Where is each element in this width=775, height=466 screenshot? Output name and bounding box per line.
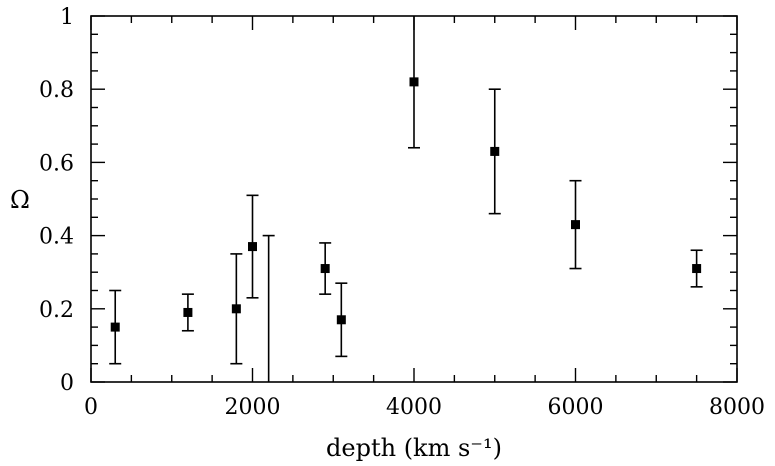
- x-tick-label: 8000: [709, 395, 765, 420]
- y-tick-label: 1: [60, 5, 74, 30]
- data-point: [183, 307, 193, 317]
- data-marks: [109, 16, 703, 382]
- y-tick-label: 0: [60, 371, 74, 396]
- data-point: [248, 242, 257, 252]
- y-tick-label: 0.6: [39, 151, 74, 176]
- data-point: [692, 264, 702, 274]
- plot-frame: [90, 15, 738, 383]
- data-point: [336, 315, 346, 325]
- x-tick-label: 4000: [386, 395, 442, 420]
- data-point: [110, 322, 120, 332]
- data-point: [231, 304, 241, 314]
- data-point: [320, 264, 330, 274]
- x-tick-label: 2000: [225, 395, 281, 420]
- y-tick-label: 0.4: [39, 225, 74, 250]
- y-axis-title: Ω: [10, 186, 30, 214]
- x-tick-label: 6000: [548, 395, 604, 420]
- y-tick-label: 0.8: [39, 78, 74, 103]
- tick-labels: 0 2000 4000 6000 8000 0 0.2 0.4 0.6 0.8 1: [39, 5, 765, 420]
- x-axis-title: depth (km s⁻¹): [326, 434, 502, 462]
- y-tick-label: 0.2: [39, 298, 74, 323]
- data-point: [409, 77, 419, 87]
- data-point: [571, 220, 580, 230]
- data-point: [490, 146, 500, 156]
- x-tick-label: 0: [84, 395, 98, 420]
